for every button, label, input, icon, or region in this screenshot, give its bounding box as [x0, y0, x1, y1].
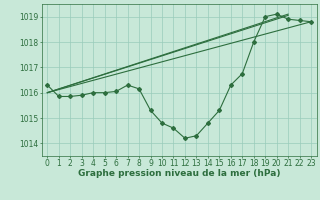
- X-axis label: Graphe pression niveau de la mer (hPa): Graphe pression niveau de la mer (hPa): [78, 169, 280, 178]
